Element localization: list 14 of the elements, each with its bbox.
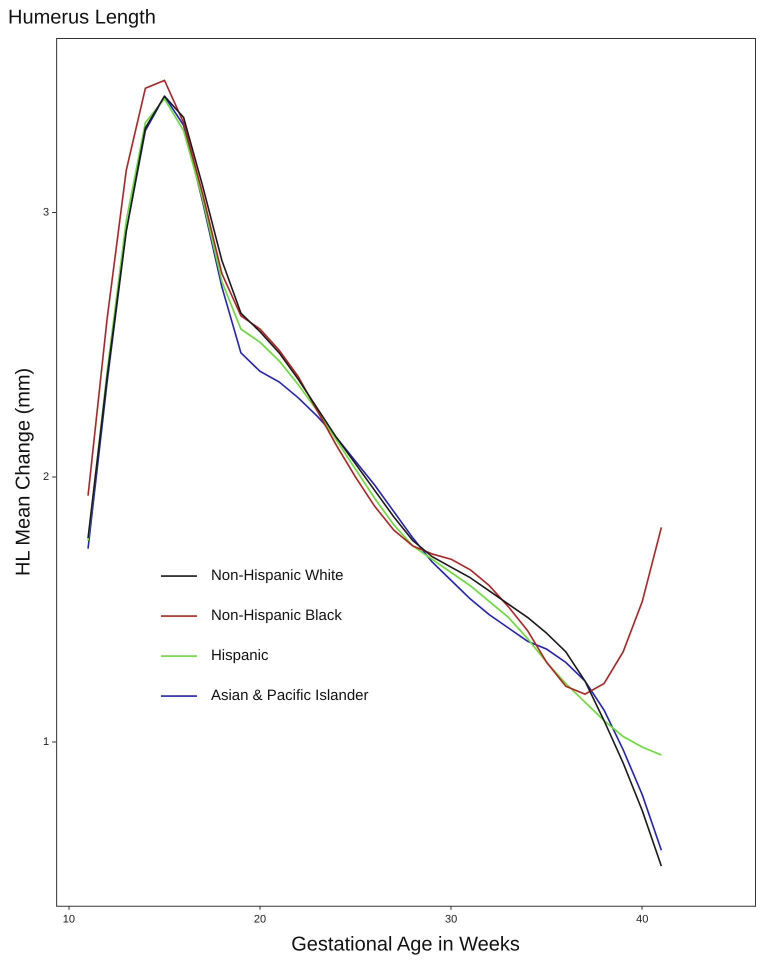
x-axis-title: Gestational Age in Weeks [291, 934, 520, 956]
legend-label: Hispanic [210, 647, 269, 664]
y-tick-label: 3 [42, 206, 50, 219]
y-tick-label: 1 [42, 736, 50, 748]
legend-label: Non-Hispanic Black [210, 607, 342, 624]
x-tick-label: 20 [254, 913, 266, 926]
y-axis-title: HL Mean Change (mm) [12, 368, 35, 576]
x-tick-label: 10 [62, 913, 76, 926]
legend-label: Non-Hispanic White [210, 567, 344, 584]
chart-title: Humerus Length [8, 6, 156, 29]
y-tick-label: 2 [42, 471, 50, 484]
x-tick-label: 30 [445, 913, 458, 926]
x-tick-label: 40 [636, 913, 648, 926]
legend-label: Asian & Pacific Islander [210, 687, 369, 704]
